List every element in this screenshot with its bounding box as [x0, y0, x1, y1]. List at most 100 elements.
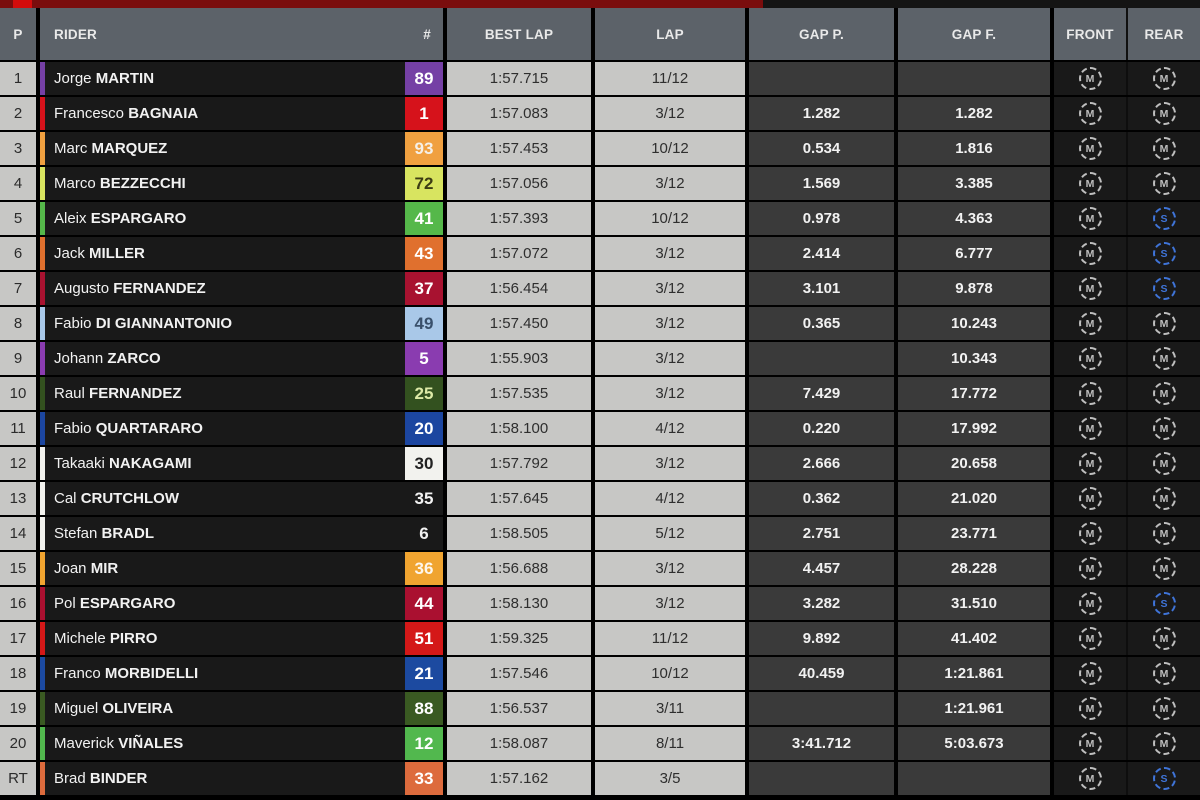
rider-cell: Stefan BRADL 6	[40, 517, 443, 550]
rider-number-badge: 93	[405, 132, 443, 165]
rider-number-badge: 12	[405, 727, 443, 760]
table-row[interactable]: 16 Pol ESPARGARO 44 1:58.130 3/12 3.282 31.510…	[0, 587, 1200, 620]
front-tyre-icon: M	[1078, 312, 1102, 335]
rider-cell: Maverick VIÑALES 12	[40, 727, 443, 760]
team-color-stripe	[40, 727, 45, 760]
header-best-lap: BEST LAP	[447, 8, 591, 60]
gap-p-cell: 2.666	[749, 447, 894, 480]
table-row[interactable]: 17 Michele PIRRO 51 1:59.325 11/12 9.892 41.40…	[0, 622, 1200, 655]
table-row[interactable]: 4 Marco BEZZECCHI 72 1:57.056 3/12 1.569 3.385…	[0, 167, 1200, 200]
gap-p-cell: 0.362	[749, 482, 894, 515]
best-lap-cell: 1:57.535	[447, 377, 591, 410]
lap-cell: 3/12	[595, 587, 745, 620]
lap-cell: 3/12	[595, 447, 745, 480]
position-cell: 11	[0, 412, 36, 445]
rear-tyre-icon: M	[1152, 67, 1176, 90]
table-row[interactable]: 8 Fabio DI GIANNANTONIO 49 1:57.450 3/12 0.36…	[0, 307, 1200, 340]
best-lap-cell: 1:55.903	[447, 342, 591, 375]
team-color-stripe	[40, 377, 45, 410]
rider-number-badge: 43	[405, 237, 443, 270]
rear-tyre-icon: S	[1152, 592, 1176, 615]
rear-tyre-icon: M	[1152, 452, 1176, 475]
table-row[interactable]: 20 Maverick VIÑALES 12 1:58.087 8/11 3:41.712…	[0, 727, 1200, 760]
rider-number-badge: 21	[405, 657, 443, 690]
table-row[interactable]: 5 Aleix ESPARGARO 41 1:57.393 10/12 0.978 4.36…	[0, 202, 1200, 235]
best-lap-cell: 1:57.162	[447, 762, 591, 795]
header-rider-label: RIDER	[54, 26, 98, 42]
rider-name: Marco BEZZECCHI	[54, 175, 186, 192]
front-tyre-icon: M	[1078, 347, 1102, 370]
table-row[interactable]: 9 Johann ZARCO 5 1:55.903 3/12 10.343 M M	[0, 342, 1200, 375]
table-row[interactable]: RT Brad BINDER 33 1:57.162 3/5 M S	[0, 762, 1200, 795]
gap-p-cell: 0.978	[749, 202, 894, 235]
gap-f-cell: 5:03.673	[898, 727, 1050, 760]
rider-cell: Jack MILLER 43	[40, 237, 443, 270]
table-row[interactable]: 19 Miguel OLIVEIRA 88 1:56.537 3/11 1:21.961 M…	[0, 692, 1200, 725]
front-tyre-icon: M	[1078, 697, 1102, 720]
gap-f-cell: 3.385	[898, 167, 1050, 200]
rider-name: Stefan BRADL	[54, 525, 155, 542]
table-body: 1 Jorge MARTIN 89 1:57.715 11/12 M M 2 Francesco…	[0, 62, 1200, 795]
gap-p-cell: 1.569	[749, 167, 894, 200]
position-cell: 6	[0, 237, 36, 270]
position-cell: 15	[0, 552, 36, 585]
gap-p-cell: 3:41.712	[749, 727, 894, 760]
table-row[interactable]: 1 Jorge MARTIN 89 1:57.715 11/12 M M	[0, 62, 1200, 95]
position-cell: 7	[0, 272, 36, 305]
position-cell: 13	[0, 482, 36, 515]
rear-tyre-icon: S	[1152, 277, 1176, 300]
rider-name: Brad BINDER	[54, 770, 148, 787]
gap-p-cell: 2.751	[749, 517, 894, 550]
gap-f-cell: 41.402	[898, 622, 1050, 655]
table-row[interactable]: 14 Stefan BRADL 6 1:58.505 5/12 2.751 23.771 M M	[0, 517, 1200, 550]
position-cell: 17	[0, 622, 36, 655]
best-lap-cell: 1:57.715	[447, 62, 591, 95]
best-lap-cell: 1:57.056	[447, 167, 591, 200]
table-row[interactable]: 11 Fabio QUARTARARO 20 1:58.100 4/12 0.220 17.…	[0, 412, 1200, 445]
table-row[interactable]: 13 Cal CRUTCHLOW 35 1:57.645 4/12 0.362 21.020…	[0, 482, 1200, 515]
best-lap-cell: 1:57.450	[447, 307, 591, 340]
position-cell: 2	[0, 97, 36, 130]
team-color-stripe	[40, 762, 45, 795]
front-tyre-icon: M	[1078, 137, 1102, 160]
rear-tyre-icon: M	[1152, 697, 1176, 720]
front-tyre-icon: M	[1078, 592, 1102, 615]
team-color-stripe	[40, 482, 45, 515]
table-row[interactable]: 10 Raul FERNANDEZ 25 1:57.535 3/12 7.429 17.77…	[0, 377, 1200, 410]
table-row[interactable]: 3 Marc MARQUEZ 93 1:57.453 10/12 0.534 1.816 M M	[0, 132, 1200, 165]
rider-number-badge: 88	[405, 692, 443, 725]
rider-number-badge: 6	[419, 523, 429, 543]
rider-name: Franco MORBIDELLI	[54, 665, 199, 682]
rider-number-badge: 41	[405, 202, 443, 235]
header-gap-f: GAP F.	[898, 8, 1050, 60]
rider-name: Pol ESPARGARO	[54, 595, 176, 612]
team-color-stripe	[40, 62, 45, 95]
table-row[interactable]: 2 Francesco BAGNAIA 1 1:57.083 3/12 1.282 1.28…	[0, 97, 1200, 130]
rider-cell: Francesco BAGNAIA 1	[40, 97, 443, 130]
table-row[interactable]: 7 Augusto FERNANDEZ 37 1:56.454 3/12 3.101 9.8…	[0, 272, 1200, 305]
gap-f-cell	[898, 62, 1050, 95]
best-lap-cell: 1:57.792	[447, 447, 591, 480]
best-lap-cell: 1:57.453	[447, 132, 591, 165]
rider-cell: Cal CRUTCHLOW 35	[40, 482, 443, 515]
team-color-stripe	[40, 587, 45, 620]
top-bar-red	[0, 0, 763, 8]
team-color-stripe	[40, 517, 45, 550]
team-color-stripe	[40, 202, 45, 235]
front-tyre-icon: M	[1078, 207, 1102, 230]
table-row[interactable]: 18 Franco MORBIDELLI 21 1:57.546 10/12 40.459…	[0, 657, 1200, 690]
table-row[interactable]: 12 Takaaki NAKAGAMI 30 1:57.792 3/12 2.666 20.…	[0, 447, 1200, 480]
rear-tyre-icon: M	[1152, 382, 1176, 405]
position-cell: 16	[0, 587, 36, 620]
table-row[interactable]: 15 Joan MIR 36 1:56.688 3/12 4.457 28.228 M M	[0, 552, 1200, 585]
rear-tyre-icon: M	[1152, 137, 1176, 160]
position-cell: 19	[0, 692, 36, 725]
header-gap-p: GAP P.	[749, 8, 894, 60]
lap-cell: 8/11	[595, 727, 745, 760]
table-row[interactable]: 6 Jack MILLER 43 1:57.072 3/12 2.414 6.777 M S	[0, 237, 1200, 270]
rider-cell: Joan MIR 36	[40, 552, 443, 585]
